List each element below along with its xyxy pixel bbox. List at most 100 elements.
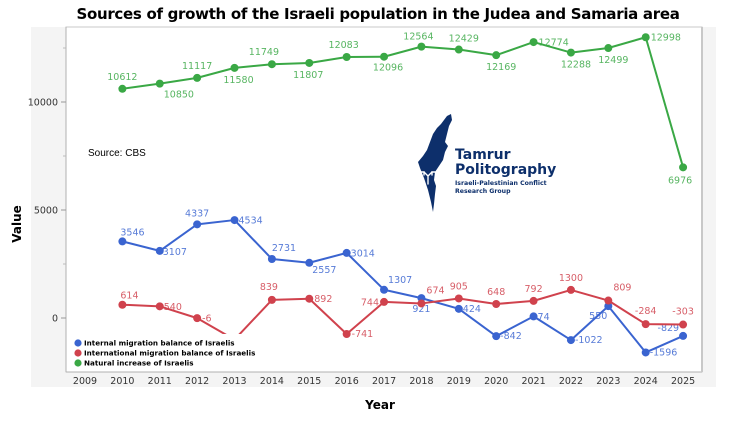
data-point: [342, 248, 351, 257]
data-point: [641, 33, 650, 42]
logo-name-line2: Politography: [455, 162, 557, 178]
data-point: [267, 60, 276, 69]
data-label: 6976: [668, 175, 692, 186]
chart-title: Sources of growth of the Israeli populat…: [76, 5, 680, 23]
series-natural-increase-of-israelis: 10612 10850 11117 11580 11749 11807 12083 12096…: [107, 32, 692, 187]
data-label: -6: [202, 314, 211, 325]
data-label: 744: [361, 297, 379, 308]
data-label: 74: [538, 312, 550, 323]
x-tick-label: 2019: [447, 376, 471, 387]
x-tick-label: 2024: [634, 376, 658, 387]
logo-subtitle-line2: Research Group: [455, 188, 511, 195]
split-arrows-icon: [420, 171, 436, 185]
data-point: [230, 216, 239, 225]
legend-marker: [74, 359, 82, 367]
data-label: 809: [613, 283, 631, 294]
legend-item-label: Natural increase of Israelis: [84, 359, 194, 368]
data-point: [454, 45, 463, 54]
data-point: [417, 42, 426, 51]
data-label: 12998: [651, 33, 681, 44]
data-label: 2731: [272, 243, 296, 254]
data-label: 540: [164, 302, 182, 313]
data-label: 648: [487, 287, 505, 298]
y-axis-ticks: 0 5000 10000: [28, 47, 66, 325]
x-tick-label: 2023: [596, 376, 620, 387]
data-point: [305, 294, 314, 303]
data-label: 905: [450, 281, 468, 292]
data-label: 424: [463, 304, 481, 315]
data-label: 792: [524, 284, 542, 295]
series-line: [122, 36, 685, 168]
data-point: [492, 51, 501, 60]
x-tick-label: 2016: [335, 376, 359, 387]
x-tick-label: 2021: [521, 376, 545, 387]
legend-item-label: Internal migration balance of Israelis: [84, 339, 235, 348]
data-label: 1300: [559, 273, 583, 284]
series-line: [122, 219, 684, 354]
logo-subtitle-line1: Israeli-Palestinian Conflict: [455, 180, 547, 187]
data-point: [679, 331, 688, 340]
legend-box: [67, 334, 257, 371]
x-tick-label: 2013: [222, 376, 246, 387]
x-tick-label: 2012: [185, 376, 209, 387]
plot-area: [65, 26, 703, 373]
data-point: [679, 163, 688, 172]
data-label: -741: [352, 329, 374, 340]
data-point: [380, 52, 389, 61]
data-label: 4337: [185, 208, 209, 219]
data-label: 11117: [182, 61, 212, 72]
data-point: [604, 302, 613, 311]
y-axis-title: Value: [10, 205, 24, 243]
x-tick-label: 2015: [297, 376, 321, 387]
data-label: 921: [412, 304, 430, 315]
data-point: [342, 53, 351, 62]
data-label: 12774: [539, 38, 569, 49]
x-tick-label: 2014: [260, 376, 284, 387]
data-point: [193, 314, 202, 323]
israel-map-icon: [418, 114, 452, 212]
legend: Internal migration balance of IsraelisIn…: [67, 334, 257, 371]
y-tick-label: 0: [52, 314, 58, 325]
data-label: 3107: [163, 247, 187, 258]
data-label: 12429: [449, 34, 479, 45]
data-label: -1022: [575, 335, 603, 346]
data-point: [604, 296, 613, 305]
data-label: 12169: [486, 62, 516, 73]
data-point: [604, 44, 613, 53]
x-tick-label: 2017: [372, 376, 396, 387]
data-point: [492, 300, 501, 309]
data-point: [492, 332, 501, 341]
x-axis-title: Year: [364, 398, 395, 412]
data-label: 3014: [351, 248, 375, 259]
data-label: -842: [500, 331, 522, 342]
data-point: [566, 285, 575, 294]
data-point: [267, 255, 276, 264]
x-tick-label: 2022: [559, 376, 583, 387]
data-label: 12499: [598, 55, 628, 66]
tamrur-politography-logo: Tamrur Politography Israeli-Palestinian …: [415, 112, 575, 220]
data-point: [641, 348, 650, 357]
series-layer: 3546 3107 4337 4534 2731 2557 3014 1307 921 424 -8…: [107, 32, 694, 359]
data-point: [380, 297, 389, 306]
data-label: 12288: [561, 60, 591, 71]
data-point: [566, 48, 575, 57]
data-point: [342, 330, 351, 339]
x-tick-label: 2010: [110, 376, 134, 387]
data-label: 11749: [249, 47, 279, 58]
x-tick-label: 2025: [671, 376, 695, 387]
x-axis-ticks: 2009 2010 2011 2012 2013 2014 2015 2016 2017 2018…: [73, 376, 695, 387]
data-point: [155, 302, 164, 311]
data-label: 10612: [107, 72, 137, 83]
data-point: [155, 79, 164, 88]
data-point: [454, 294, 463, 303]
data-point: [641, 320, 650, 329]
data-label: 3546: [120, 227, 144, 238]
data-label: 12083: [329, 40, 359, 51]
data-point: [417, 299, 426, 308]
data-point: [155, 246, 164, 255]
data-point: [566, 336, 575, 345]
data-point: [193, 220, 202, 229]
data-label: 11807: [293, 70, 323, 81]
data-label: 2557: [312, 265, 336, 276]
